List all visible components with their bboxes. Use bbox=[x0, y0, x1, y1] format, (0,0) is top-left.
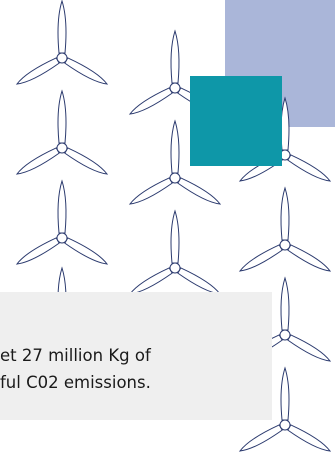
text-line: et 27 million Kg of bbox=[0, 346, 152, 365]
teal-square bbox=[190, 76, 282, 166]
text-line: ful C02 emissions. bbox=[0, 373, 151, 392]
text-box bbox=[0, 292, 272, 420]
